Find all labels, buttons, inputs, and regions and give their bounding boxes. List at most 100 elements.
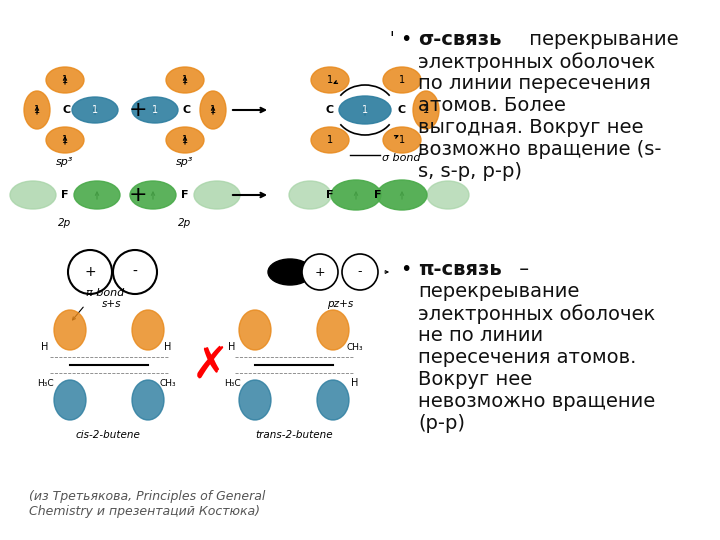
Text: H: H [228, 342, 235, 352]
Text: 1: 1 [92, 105, 98, 115]
Text: по линии пересечения: по линии пересечения [418, 74, 651, 93]
Ellipse shape [200, 91, 226, 129]
Circle shape [113, 250, 157, 294]
Ellipse shape [46, 67, 84, 93]
Text: σ bond: σ bond [382, 153, 420, 163]
Ellipse shape [72, 97, 118, 123]
Text: s+s: s+s [102, 299, 122, 309]
Text: cis-2-butene: cis-2-butene [76, 430, 140, 440]
Text: H₃C: H₃C [224, 379, 240, 388]
Ellipse shape [132, 310, 164, 350]
Text: H: H [351, 378, 359, 388]
Ellipse shape [46, 127, 84, 153]
Ellipse shape [339, 96, 391, 124]
Text: π bond: π bond [86, 288, 124, 298]
Ellipse shape [130, 181, 176, 209]
Text: F: F [181, 190, 189, 200]
Circle shape [68, 250, 112, 294]
Ellipse shape [383, 127, 421, 153]
Text: H: H [164, 342, 171, 352]
Ellipse shape [166, 67, 204, 93]
Text: 1: 1 [34, 105, 40, 115]
Text: 2p: 2p [58, 218, 71, 228]
Ellipse shape [317, 380, 349, 420]
Ellipse shape [383, 67, 421, 93]
Text: 1: 1 [62, 75, 68, 85]
Text: H₃C: H₃C [37, 379, 53, 388]
Ellipse shape [54, 310, 86, 350]
Text: ✗: ✗ [192, 343, 229, 387]
Text: 1: 1 [182, 135, 188, 145]
Text: C: C [398, 105, 406, 115]
Ellipse shape [239, 380, 271, 420]
Text: sp³: sp³ [56, 157, 73, 167]
Text: s, s-p, p-p): s, s-p, p-p) [418, 162, 522, 181]
Text: F: F [61, 190, 68, 200]
Text: перекреывание: перекреывание [418, 282, 580, 301]
Ellipse shape [194, 181, 240, 209]
Ellipse shape [24, 91, 50, 129]
Ellipse shape [377, 180, 427, 210]
Text: пересечения атомов.: пересечения атомов. [418, 348, 636, 367]
Text: (p-p): (p-p) [418, 414, 465, 433]
Text: C: C [63, 105, 71, 115]
Ellipse shape [239, 310, 271, 350]
Ellipse shape [317, 310, 349, 350]
Text: pz+s: pz+s [327, 299, 353, 309]
Text: –: – [513, 260, 529, 279]
Text: F: F [326, 190, 334, 200]
Text: не по линии: не по линии [418, 326, 543, 345]
Text: 1: 1 [327, 135, 333, 145]
Text: 2p: 2p [179, 218, 192, 228]
Text: π-связь: π-связь [418, 260, 502, 279]
Text: 1: 1 [182, 75, 188, 85]
Text: электронных оболочек: электронных оболочек [418, 52, 655, 72]
Ellipse shape [311, 127, 349, 153]
Ellipse shape [413, 91, 439, 129]
Text: -: - [358, 266, 362, 279]
Ellipse shape [427, 181, 469, 209]
Ellipse shape [10, 181, 56, 209]
Ellipse shape [166, 127, 204, 153]
Text: возможно вращение (s-: возможно вращение (s- [418, 140, 662, 159]
Circle shape [342, 254, 378, 290]
Text: ': ' [390, 30, 395, 48]
Text: +: + [129, 185, 148, 205]
Text: trans-2-butene: trans-2-butene [255, 430, 333, 440]
Text: 1: 1 [399, 135, 405, 145]
Ellipse shape [311, 67, 349, 93]
Text: CH₃: CH₃ [347, 342, 364, 352]
Text: σ-связь: σ-связь [418, 30, 502, 49]
Text: 1: 1 [399, 75, 405, 85]
Circle shape [302, 254, 338, 290]
Text: (из Третьякова, Principles of General
Chemistry и презентаций Костюка): (из Третьякова, Principles of General Ch… [29, 490, 265, 518]
Text: 1: 1 [327, 75, 333, 85]
Text: 1: 1 [210, 105, 216, 115]
Text: 1: 1 [62, 135, 68, 145]
Ellipse shape [289, 181, 331, 209]
Text: Вокруг нее: Вокруг нее [418, 370, 532, 389]
Text: C: C [326, 105, 334, 115]
Text: 1: 1 [423, 105, 429, 115]
Text: C: C [183, 105, 191, 115]
Text: атомов. Более: атомов. Более [418, 96, 566, 115]
Text: невозможно вращение: невозможно вращение [418, 392, 655, 411]
Text: +: + [84, 265, 96, 279]
Text: выгодная. Вокруг нее: выгодная. Вокруг нее [418, 118, 644, 137]
Text: 1: 1 [152, 105, 158, 115]
Text: •: • [400, 30, 411, 49]
Text: 1: 1 [362, 105, 368, 115]
Text: перекрывание: перекрывание [523, 30, 679, 49]
Text: F: F [374, 190, 382, 200]
Text: •: • [400, 260, 411, 279]
Text: H: H [41, 342, 49, 352]
Text: +: + [129, 100, 148, 120]
Ellipse shape [54, 380, 86, 420]
Ellipse shape [132, 380, 164, 420]
Ellipse shape [132, 97, 178, 123]
Ellipse shape [74, 181, 120, 209]
Text: электронных оболочек: электронных оболочек [418, 304, 655, 323]
Ellipse shape [268, 259, 312, 285]
Text: CH₃: CH₃ [160, 379, 176, 388]
Text: sp³: sp³ [176, 157, 194, 167]
